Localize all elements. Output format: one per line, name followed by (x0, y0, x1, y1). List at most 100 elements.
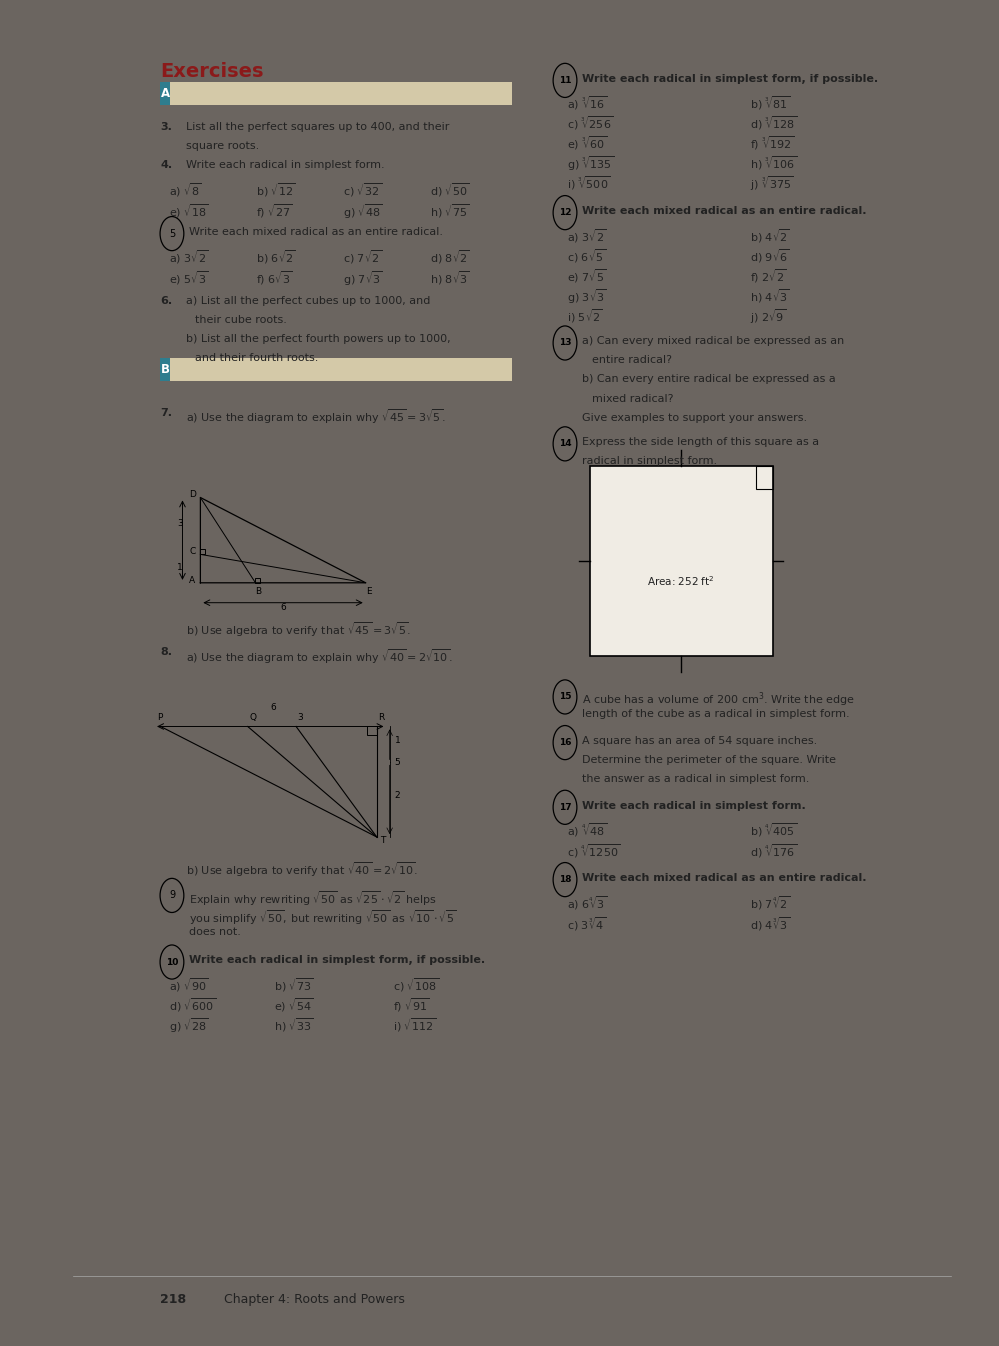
Text: 8.: 8. (160, 647, 172, 657)
Text: E: E (366, 587, 372, 596)
Text: b) Use algebra to verify that $\sqrt{40} = 2\sqrt{10}$.: b) Use algebra to verify that $\sqrt{40}… (186, 860, 418, 879)
Text: radical in simplest form.: radical in simplest form. (582, 456, 717, 466)
Text: the answer as a radical in simplest form.: the answer as a radical in simplest form… (582, 774, 810, 785)
Text: g) $3\sqrt{3}$: g) $3\sqrt{3}$ (566, 287, 606, 306)
Bar (160, 82, 511, 105)
Text: d) $\sqrt{600}$: d) $\sqrt{600}$ (169, 996, 216, 1014)
Bar (160, 82, 170, 105)
Text: f) $\sqrt[3]{192}$: f) $\sqrt[3]{192}$ (749, 135, 794, 152)
Text: e) $\sqrt{18}$: e) $\sqrt{18}$ (169, 202, 209, 219)
Text: and their fourth roots.: and their fourth roots. (195, 353, 318, 362)
Text: b) $\sqrt[3]{81}$: b) $\sqrt[3]{81}$ (749, 94, 790, 113)
Text: Explain why rewriting $\sqrt{50}$ as $\sqrt{25}\cdot\sqrt{2}$ helps: Explain why rewriting $\sqrt{50}$ as $\s… (190, 888, 438, 907)
Text: c) $7\sqrt{2}$: c) $7\sqrt{2}$ (343, 248, 382, 265)
Text: A: A (190, 576, 196, 584)
Text: 15: 15 (558, 692, 571, 701)
Text: b) Use algebra to verify that $\sqrt{45} = 3\sqrt{5}$.: b) Use algebra to verify that $\sqrt{45}… (186, 621, 411, 639)
Text: c) $\sqrt[3]{256}$: c) $\sqrt[3]{256}$ (566, 114, 613, 132)
Text: d) $\sqrt[3]{128}$: d) $\sqrt[3]{128}$ (749, 114, 797, 132)
Text: length of the cube as a radical in simplest form.: length of the cube as a radical in simpl… (582, 709, 850, 719)
Text: b) List all the perfect fourth powers up to 1000,: b) List all the perfect fourth powers up… (186, 334, 451, 343)
Text: b) $4\sqrt{2}$: b) $4\sqrt{2}$ (749, 227, 789, 245)
Text: B: B (161, 363, 170, 376)
Text: 3.: 3. (160, 122, 172, 132)
Text: entire radical?: entire radical? (591, 355, 671, 366)
Bar (201, 549, 206, 555)
Text: a) $\sqrt[3]{16}$: a) $\sqrt[3]{16}$ (566, 94, 607, 113)
Text: h) $4\sqrt{3}$: h) $4\sqrt{3}$ (749, 287, 789, 304)
Text: mixed radical?: mixed radical? (591, 393, 673, 404)
Text: g) $\sqrt{28}$: g) $\sqrt{28}$ (169, 1016, 209, 1035)
Text: b) $\sqrt[4]{405}$: b) $\sqrt[4]{405}$ (749, 821, 797, 840)
Text: j) $\sqrt[3]{375}$: j) $\sqrt[3]{375}$ (749, 175, 793, 194)
Text: 1: 1 (395, 736, 401, 746)
Text: 6: 6 (271, 703, 276, 712)
Text: c) $\sqrt{108}$: c) $\sqrt{108}$ (394, 976, 440, 995)
Text: i) $\sqrt[3]{500}$: i) $\sqrt[3]{500}$ (566, 175, 610, 192)
Text: f) $6\sqrt{3}$: f) $6\sqrt{3}$ (256, 269, 293, 287)
Text: h) $\sqrt[3]{106}$: h) $\sqrt[3]{106}$ (749, 155, 797, 172)
Text: Write each radical in simplest form, if possible.: Write each radical in simplest form, if … (190, 956, 486, 965)
Text: e) $5\sqrt{3}$: e) $5\sqrt{3}$ (169, 269, 209, 287)
Text: c) $6\sqrt{5}$: c) $6\sqrt{5}$ (566, 248, 605, 265)
Text: 16: 16 (558, 738, 571, 747)
Text: 11: 11 (558, 75, 571, 85)
Text: 12: 12 (558, 209, 571, 217)
Text: P: P (158, 712, 163, 721)
Text: 14: 14 (558, 439, 571, 448)
Text: a) Use the diagram to explain why $\sqrt{45} = 3\sqrt{5}$.: a) Use the diagram to explain why $\sqrt… (186, 408, 446, 427)
Text: e) $\sqrt[3]{60}$: e) $\sqrt[3]{60}$ (566, 135, 607, 152)
Text: a) List all the perfect cubes up to 1000, and: a) List all the perfect cubes up to 1000… (186, 296, 430, 306)
Text: 13: 13 (558, 338, 571, 347)
Text: 10: 10 (166, 957, 178, 966)
Text: g) $7\sqrt{3}$: g) $7\sqrt{3}$ (343, 269, 383, 288)
Text: a) $\sqrt[4]{48}$: a) $\sqrt[4]{48}$ (566, 821, 607, 840)
Text: Express the side length of this square as a: Express the side length of this square a… (582, 437, 819, 447)
Text: a) Can every mixed radical be expressed as an: a) Can every mixed radical be expressed … (582, 336, 844, 346)
Text: 5: 5 (395, 758, 401, 767)
Text: 2: 2 (395, 791, 401, 801)
Text: 3: 3 (298, 712, 304, 721)
Text: b) Can every entire radical be expressed as a: b) Can every entire radical be expressed… (582, 374, 836, 385)
Text: d) $\sqrt{50}$: d) $\sqrt{50}$ (430, 182, 470, 199)
Text: Write each radical in simplest form, if possible.: Write each radical in simplest form, if … (582, 74, 878, 83)
Text: b) $\sqrt{12}$: b) $\sqrt{12}$ (256, 182, 296, 199)
Text: 4.: 4. (160, 160, 172, 171)
Text: 218: 218 (160, 1294, 186, 1306)
Text: a) Use the diagram to explain why $\sqrt{40} = 2\sqrt{10}$.: a) Use the diagram to explain why $\sqrt… (186, 647, 453, 666)
Text: g) $\sqrt{48}$: g) $\sqrt{48}$ (343, 202, 383, 221)
Text: h) $\sqrt{75}$: h) $\sqrt{75}$ (430, 202, 470, 219)
Text: Write each radical in simplest form.: Write each radical in simplest form. (582, 801, 806, 810)
Text: List all the perfect squares up to 400, and their: List all the perfect squares up to 400, … (186, 122, 449, 132)
Text: 7.: 7. (160, 408, 172, 417)
Text: a) $3\sqrt{2}$: a) $3\sqrt{2}$ (566, 227, 606, 245)
Text: c) $3\sqrt[3]{4}$: c) $3\sqrt[3]{4}$ (566, 915, 606, 933)
Text: h) $8\sqrt{3}$: h) $8\sqrt{3}$ (430, 269, 470, 287)
Text: Q: Q (250, 712, 257, 721)
Text: 9: 9 (169, 891, 175, 900)
Text: d) $\sqrt[4]{176}$: d) $\sqrt[4]{176}$ (749, 843, 797, 860)
Text: a) $\sqrt{90}$: a) $\sqrt{90}$ (169, 976, 209, 995)
Text: their cube roots.: their cube roots. (195, 315, 287, 324)
Text: D: D (190, 490, 196, 499)
Bar (367, 727, 377, 735)
Text: 5: 5 (169, 229, 175, 238)
Text: b) $7\sqrt[4]{2}$: b) $7\sqrt[4]{2}$ (749, 894, 790, 911)
Bar (756, 466, 772, 490)
Text: R: R (379, 712, 385, 721)
Text: f) $\sqrt{91}$: f) $\sqrt{91}$ (394, 996, 430, 1014)
Text: B: B (256, 587, 262, 596)
Text: b) $\sqrt{73}$: b) $\sqrt{73}$ (275, 976, 315, 995)
Text: c) $\sqrt[4]{1250}$: c) $\sqrt[4]{1250}$ (566, 843, 620, 860)
Text: Write each radical in simplest form.: Write each radical in simplest form. (186, 160, 385, 171)
Text: 1: 1 (177, 563, 183, 572)
Text: h) $\sqrt{33}$: h) $\sqrt{33}$ (275, 1016, 315, 1034)
Text: T: T (380, 836, 386, 844)
Text: A cube has a volume of 200 cm$^3$. Write the edge: A cube has a volume of 200 cm$^3$. Write… (582, 690, 855, 709)
Text: square roots.: square roots. (186, 141, 259, 151)
Text: you simplify $\sqrt{50}$, but rewriting $\sqrt{50}$ as $\sqrt{10}\cdot\sqrt{5}$: you simplify $\sqrt{50}$, but rewriting … (190, 909, 458, 926)
Text: A: A (161, 87, 170, 100)
Bar (160, 358, 511, 381)
Text: i) $5\sqrt{2}$: i) $5\sqrt{2}$ (566, 307, 602, 324)
Text: e) $7\sqrt{5}$: e) $7\sqrt{5}$ (566, 267, 606, 284)
